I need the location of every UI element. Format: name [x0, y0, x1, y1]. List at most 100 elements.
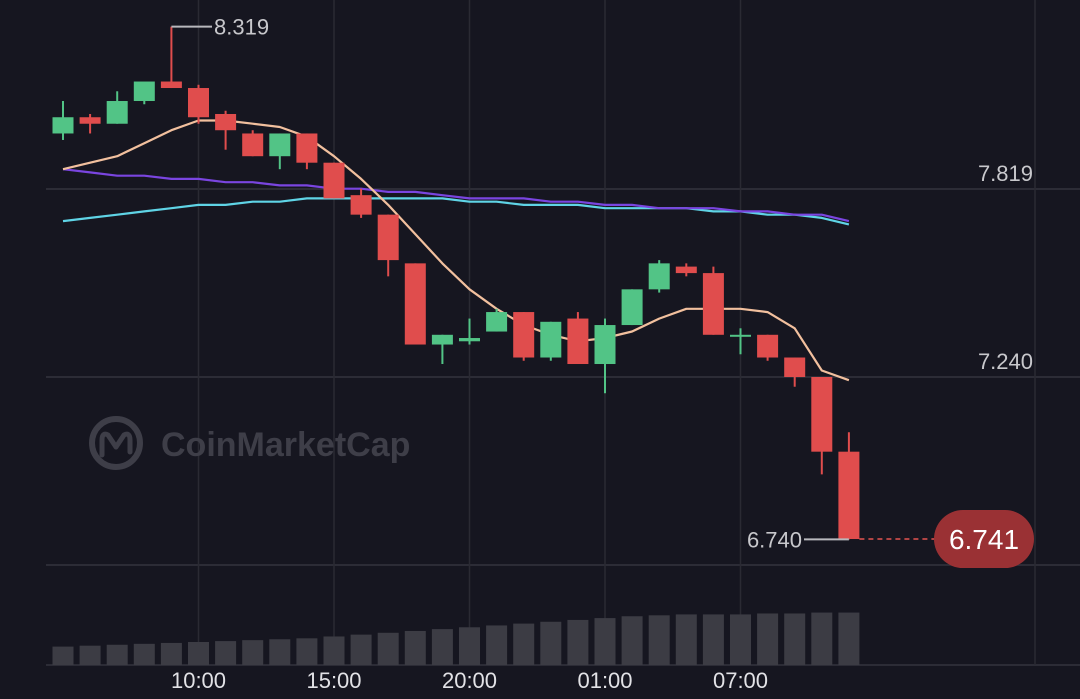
candle-up	[269, 133, 291, 170]
volume-bar	[567, 619, 589, 665]
y-tick-label: 7.240	[978, 349, 1033, 374]
x-tick-label: 10:00	[171, 668, 226, 693]
candle-body	[648, 263, 670, 290]
candle-body	[215, 113, 237, 131]
volume-bar	[79, 645, 101, 665]
ma-mid-line	[62, 168, 850, 223]
high-marker-label: 8.319	[214, 15, 269, 40]
candle-body	[540, 321, 562, 358]
volume-bar	[296, 638, 318, 665]
candle-body	[377, 214, 399, 261]
candle-body	[621, 289, 643, 326]
volume-bar	[784, 613, 806, 665]
volume-bar	[648, 615, 670, 665]
volume-bar	[160, 642, 182, 665]
volume-bar	[621, 616, 643, 665]
volume-bar	[730, 614, 751, 665]
low-marker-label: 6.740	[747, 527, 802, 552]
candle-up	[486, 308, 508, 332]
volume-bar	[594, 618, 616, 665]
volume-bar	[540, 621, 562, 665]
y-axis-labels: 7.819 7.240	[978, 161, 1033, 374]
x-tick-label: 15:00	[306, 668, 361, 693]
watermark-text: CoinMarketCap	[161, 426, 410, 464]
candle-body	[675, 266, 697, 274]
candle-body	[838, 451, 860, 540]
candle-down	[567, 312, 589, 365]
candle-up	[621, 289, 643, 326]
volume-bar	[242, 640, 264, 665]
candle-down	[838, 432, 860, 540]
candle-body	[79, 117, 101, 124]
candle-down	[79, 113, 101, 134]
candle-down	[188, 84, 209, 124]
volume-bar	[757, 613, 779, 665]
volume-bar	[269, 639, 291, 665]
volume-bar	[106, 644, 128, 665]
watermark: CoinMarketCap	[89, 416, 410, 470]
candle-body	[730, 334, 751, 337]
x-tick-label: 01:00	[577, 668, 632, 693]
volume-bar	[377, 632, 399, 665]
candle-body	[811, 377, 833, 452]
volume-bar	[811, 612, 833, 665]
candle-down	[350, 188, 372, 218]
candle-body	[486, 312, 508, 332]
volume-bar	[702, 614, 724, 665]
candle-down	[323, 162, 345, 199]
candle-up	[106, 91, 128, 124]
candle-down	[675, 263, 697, 277]
volume-bar	[188, 642, 209, 665]
candle-down	[702, 266, 724, 335]
candle-up	[459, 318, 480, 345]
candle-down	[215, 110, 237, 150]
candle-body	[188, 88, 209, 118]
candle-up	[648, 260, 670, 293]
candle-body	[404, 263, 426, 345]
candle-down	[377, 214, 399, 277]
volume-bar	[513, 623, 535, 665]
x-tick-label: 07:00	[713, 668, 768, 693]
x-tick-label: 20:00	[442, 668, 497, 693]
volume-bar	[838, 612, 860, 665]
candle-down	[404, 263, 426, 345]
volume-bar	[404, 630, 426, 665]
candle-up	[594, 318, 616, 394]
candle-body	[513, 312, 535, 358]
y-tick-label: 7.819	[978, 161, 1033, 186]
candle-down	[757, 334, 779, 361]
volume-bar	[323, 636, 345, 665]
volume-bar	[675, 614, 697, 665]
candle-body	[242, 133, 264, 157]
candle-up	[540, 321, 562, 361]
candle-down	[160, 26, 182, 89]
candle-up	[52, 101, 74, 140]
candle-body	[594, 325, 616, 365]
volume-bar	[486, 625, 508, 665]
candle-down	[296, 133, 318, 170]
price-markers: 8.319 6.740 6.741	[171, 15, 1034, 569]
candle-body	[459, 338, 480, 342]
candle-body	[431, 334, 453, 345]
candle-body	[106, 101, 128, 124]
volume-bar	[215, 641, 237, 665]
candle-body	[52, 117, 74, 134]
candle-down	[784, 357, 806, 387]
candle-up	[133, 81, 155, 105]
volume-bars	[52, 612, 860, 665]
candle-up	[730, 328, 751, 355]
candle-body	[350, 195, 372, 215]
candle-down	[242, 130, 264, 157]
candle-down	[513, 312, 535, 361]
ma-slow-line	[62, 197, 850, 226]
candle-body	[160, 81, 182, 89]
last-price-badge	[934, 510, 1034, 569]
candle-up	[431, 334, 453, 365]
candle-body	[567, 318, 589, 365]
candle-body	[784, 357, 806, 377]
last-price-label: 6.741	[949, 524, 1019, 555]
candle-down	[811, 377, 833, 475]
x-axis-labels: 10:00 15:00 20:00 01:00 07:00	[171, 668, 768, 693]
